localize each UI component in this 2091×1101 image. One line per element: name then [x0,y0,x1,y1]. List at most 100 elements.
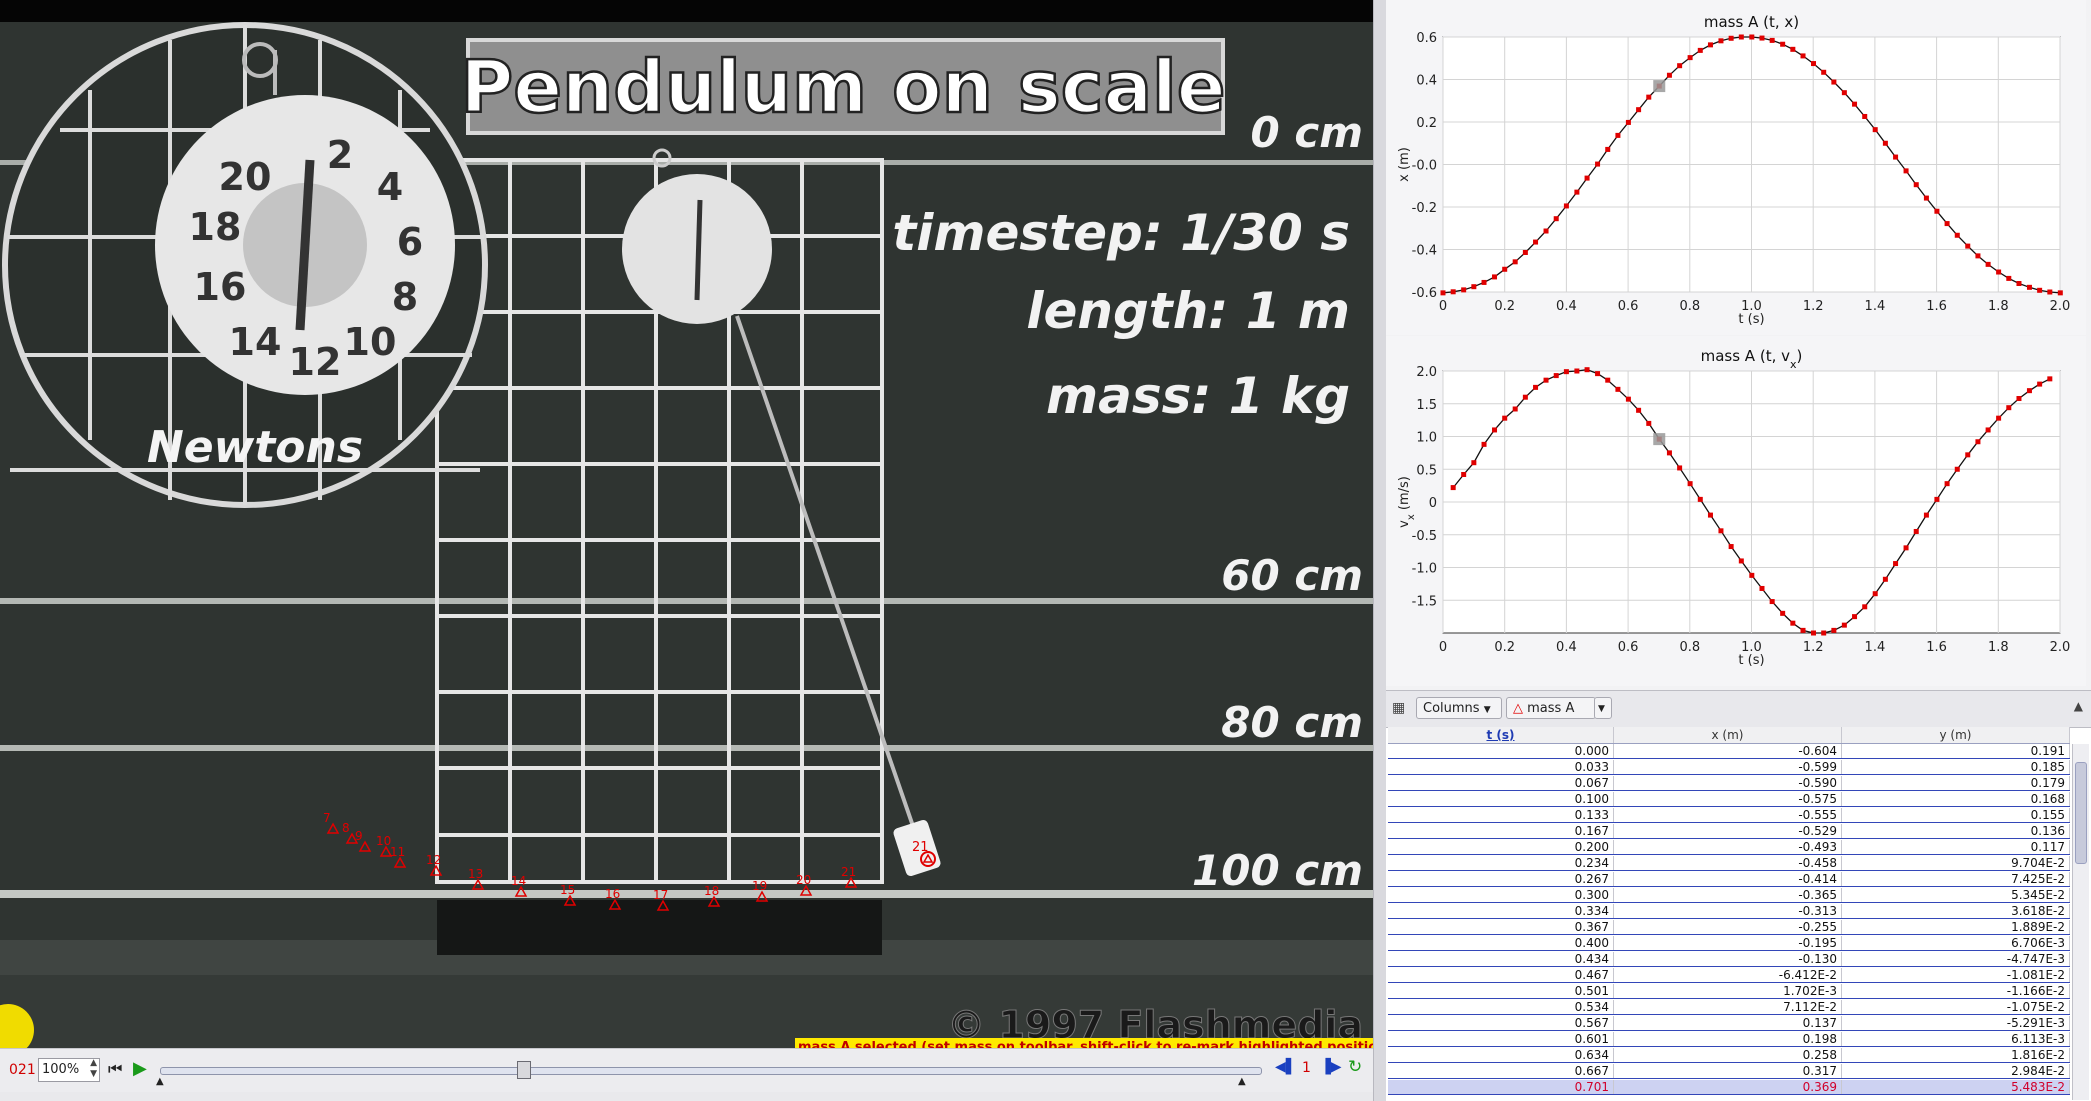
cell-x[interactable]: -6.412E-2 [1614,968,1842,982]
cell-t[interactable]: 0.434 [1388,952,1614,966]
cell-y[interactable]: -1.081E-2 [1842,968,2070,982]
table-row[interactable]: 0.234 -0.458 9.704E-2 [1388,856,2070,871]
table-row[interactable]: 0.133 -0.555 0.155 [1388,808,2070,823]
cell-x[interactable]: 0.137 [1614,1016,1842,1030]
cell-x[interactable]: -0.575 [1614,792,1842,806]
cell-t[interactable]: 0.133 [1388,808,1614,822]
cell-y[interactable]: 6.113E-3 [1842,1032,2070,1046]
cell-y[interactable]: 0.185 [1842,760,2070,774]
cell-y[interactable]: 7.425E-2 [1842,872,2070,886]
track-selector[interactable]: △ mass A [1506,697,1596,719]
cell-x[interactable]: -0.195 [1614,936,1842,950]
table-row[interactable]: 0.167 -0.529 0.136 [1388,824,2070,839]
cell-x[interactable]: -0.604 [1614,744,1842,758]
col-header-y[interactable]: y (m) [1842,727,2070,743]
table-row[interactable]: 0.400 -0.195 6.706E-3 [1388,936,2070,951]
table-row[interactable]: 0.334 -0.313 3.618E-2 [1388,904,2070,919]
step-back-icon[interactable]: ◀▌ [1275,1059,1297,1075]
table-row[interactable]: 0.601 0.198 6.113E-3 [1388,1032,2070,1047]
cell-t[interactable]: 0.567 [1388,1016,1614,1030]
cell-x[interactable]: 1.702E-3 [1614,984,1842,998]
cell-x[interactable]: -0.365 [1614,888,1842,902]
cell-y[interactable]: 0.168 [1842,792,2070,806]
plot-panel-vx[interactable]: 0 0.2 0.4 0.6 0.8 1.0 1.2 1.4 1.6 1.8 2.0 2.0 1.5 1.0… [1386,336,2086,686]
columns-button[interactable]: Columns ▼ [1416,697,1502,719]
split-divider[interactable] [1373,0,1387,1101]
cell-x[interactable]: -0.414 [1614,872,1842,886]
cell-t[interactable]: 0.701 [1388,1080,1614,1094]
cell-y[interactable]: 5.483E-2 [1842,1080,2070,1094]
cell-y[interactable]: -1.075E-2 [1842,1000,2070,1014]
cell-t[interactable]: 0.167 [1388,824,1614,838]
cell-y[interactable]: 1.816E-2 [1842,1048,2070,1062]
cell-x[interactable]: -0.529 [1614,824,1842,838]
cell-t[interactable]: 0.000 [1388,744,1614,758]
table-row[interactable]: 0.467 -6.412E-2 -1.081E-2 [1388,968,2070,983]
cell-t[interactable]: 0.067 [1388,776,1614,790]
table-row[interactable]: 0.067 -0.590 0.179 [1388,776,2070,791]
col-header-t[interactable]: t (s) [1388,727,1614,743]
cell-t[interactable]: 0.400 [1388,936,1614,950]
table-view-icon[interactable]: ▦ [1392,700,1406,716]
table-row[interactable]: 0.501 1.702E-3 -1.166E-2 [1388,984,2070,999]
cell-x[interactable]: -0.130 [1614,952,1842,966]
cell-t[interactable]: 0.534 [1388,1000,1614,1014]
cell-x[interactable]: -0.599 [1614,760,1842,774]
cell-y[interactable]: 3.618E-2 [1842,904,2070,918]
cell-y[interactable]: 6.706E-3 [1842,936,2070,950]
cell-x[interactable]: -0.255 [1614,920,1842,934]
cell-t[interactable]: 0.501 [1388,984,1614,998]
cell-t[interactable]: 0.267 [1388,872,1614,886]
cell-y[interactable]: 0.136 [1842,824,2070,838]
plot-vx-vs-t[interactable]: 0 0.2 0.4 0.6 0.8 1.0 1.2 1.4 1.6 1.8 2.0 2.0 1.5 1.0… [1386,336,2086,686]
cell-t[interactable]: 0.601 [1388,1032,1614,1046]
cell-y[interactable]: 0.179 [1842,776,2070,790]
frame-slider-thumb[interactable] [517,1061,531,1079]
table-row[interactable]: 0.434 -0.130 -4.747E-3 [1388,952,2070,967]
table-row[interactable]: 0.667 0.317 2.984E-2 [1388,1064,2070,1079]
cell-t[interactable]: 0.100 [1388,792,1614,806]
track-dropdown-icon[interactable]: ▼ [1594,697,1612,719]
cell-x[interactable]: 0.258 [1614,1048,1842,1062]
play-icon[interactable]: ▶ [133,1058,147,1079]
table-row[interactable]: 0.634 0.258 1.816E-2 [1388,1048,2070,1063]
table-row[interactable]: 0.000 -0.604 0.191 [1388,744,2070,759]
cell-x[interactable]: -0.555 [1614,808,1842,822]
cell-t[interactable]: 0.467 [1388,968,1614,982]
cell-y[interactable]: -1.166E-2 [1842,984,2070,998]
cell-x[interactable]: 0.198 [1614,1032,1842,1046]
table-row[interactable]: 0.567 0.137 -5.291E-3 [1388,1016,2070,1031]
collapse-icon[interactable]: ▲ [2073,699,2083,713]
table-row[interactable]: 0.300 -0.365 5.345E-2 [1388,888,2070,903]
cell-t[interactable]: 0.234 [1388,856,1614,870]
cell-x[interactable]: 0.317 [1614,1064,1842,1078]
table-row[interactable]: 0.267 -0.414 7.425E-2 [1388,872,2070,887]
plot-x-vs-t[interactable]: 0 0.2 0.4 0.6 0.8 1.0 1.2 1.4 1.6 1.8 2.0 0.6 0.4 0.2… [1386,0,2086,335]
cell-t[interactable]: 0.200 [1388,840,1614,854]
cell-x[interactable]: -0.458 [1614,856,1842,870]
cell-y[interactable]: -5.291E-3 [1842,1016,2070,1030]
cell-t[interactable]: 0.033 [1388,760,1614,774]
rewind-icon[interactable]: ⏮ [108,1059,123,1078]
cell-y[interactable]: 1.889E-2 [1842,920,2070,934]
cell-y[interactable]: 5.345E-2 [1842,888,2070,902]
table-scrollbar[interactable] [2072,744,2089,1100]
cell-x[interactable]: 0.369 [1614,1080,1842,1094]
cell-t[interactable]: 0.667 [1388,1064,1614,1078]
table-row[interactable]: 0.033 -0.599 0.185 [1388,760,2070,775]
zoom-spinner-icon[interactable]: ▲ ▼ [90,1058,97,1079]
cell-x[interactable]: -0.313 [1614,904,1842,918]
cell-y[interactable]: 0.191 [1842,744,2070,758]
cell-t[interactable]: 0.367 [1388,920,1614,934]
cell-x[interactable]: 7.112E-2 [1614,1000,1842,1014]
start-marker-icon[interactable]: ▲ [156,1076,164,1087]
frame-slider-track[interactable] [160,1067,1262,1075]
video-view[interactable]: 20 2 4 6 8 10 12 14 16 18 Newtons Pendulum on sca… [0,0,1373,1048]
cell-y[interactable]: 9.704E-2 [1842,856,2070,870]
cell-t[interactable]: 0.634 [1388,1048,1614,1062]
cell-x[interactable]: -0.493 [1614,840,1842,854]
cell-t[interactable]: 0.334 [1388,904,1614,918]
table-row[interactable]: 0.100 -0.575 0.168 [1388,792,2070,807]
